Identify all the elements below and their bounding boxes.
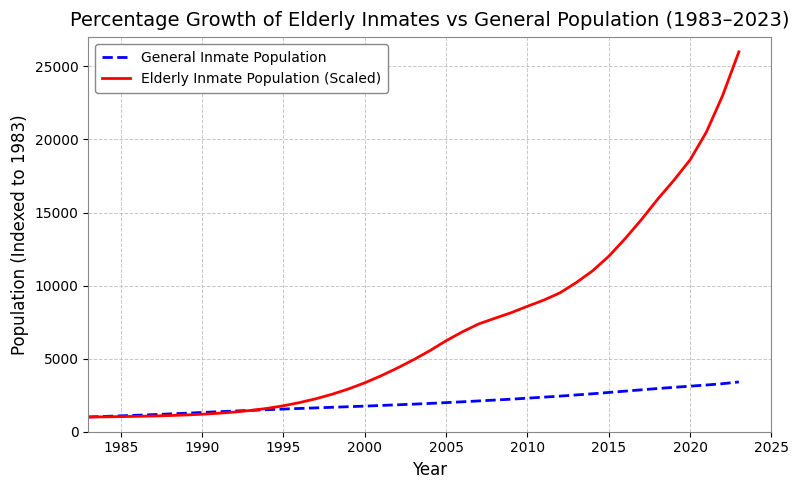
- Elderly Inmate Population (Scaled): [571, 280, 581, 286]
- Elderly Inmate Population (Scaled): [539, 297, 549, 303]
- General Inmate Population: [311, 405, 321, 411]
- Title: Percentage Growth of Elderly Inmates vs General Population (1983–2023): Percentage Growth of Elderly Inmates vs …: [70, 11, 790, 30]
- General Inmate Population: [132, 412, 142, 418]
- Elderly Inmate Population (Scaled): [83, 414, 93, 420]
- General Inmate Population: [522, 395, 532, 401]
- General Inmate Population: [653, 386, 662, 392]
- General Inmate Population: [555, 393, 565, 399]
- Legend: General Inmate Population, Elderly Inmate Population (Scaled): General Inmate Population, Elderly Inmat…: [95, 44, 388, 93]
- General Inmate Population: [360, 403, 370, 409]
- General Inmate Population: [620, 388, 630, 394]
- General Inmate Population: [327, 404, 337, 410]
- Elderly Inmate Population (Scaled): [474, 321, 483, 327]
- Elderly Inmate Population (Scaled): [522, 303, 532, 309]
- Elderly Inmate Population (Scaled): [100, 414, 110, 420]
- Elderly Inmate Population (Scaled): [132, 414, 142, 419]
- Elderly Inmate Population (Scaled): [506, 310, 516, 316]
- General Inmate Population: [442, 400, 451, 406]
- Elderly Inmate Population (Scaled): [686, 157, 695, 163]
- Elderly Inmate Population (Scaled): [149, 413, 158, 419]
- Elderly Inmate Population (Scaled): [555, 290, 565, 296]
- Elderly Inmate Population (Scaled): [262, 405, 272, 411]
- Elderly Inmate Population (Scaled): [360, 380, 370, 386]
- General Inmate Population: [165, 411, 174, 417]
- Elderly Inmate Population (Scaled): [669, 177, 678, 183]
- General Inmate Population: [458, 399, 467, 405]
- Elderly Inmate Population (Scaled): [425, 348, 434, 354]
- Line: General Inmate Population: General Inmate Population: [88, 382, 739, 417]
- General Inmate Population: [718, 381, 727, 387]
- General Inmate Population: [734, 379, 744, 385]
- Elderly Inmate Population (Scaled): [181, 412, 190, 418]
- X-axis label: Year: Year: [412, 461, 447, 479]
- General Inmate Population: [571, 392, 581, 398]
- Elderly Inmate Population (Scaled): [409, 357, 418, 363]
- General Inmate Population: [376, 402, 386, 408]
- General Inmate Population: [702, 382, 711, 388]
- General Inmate Population: [116, 413, 126, 419]
- General Inmate Population: [506, 396, 516, 402]
- Elderly Inmate Population (Scaled): [376, 373, 386, 379]
- General Inmate Population: [149, 412, 158, 417]
- General Inmate Population: [262, 407, 272, 413]
- General Inmate Population: [669, 385, 678, 391]
- Elderly Inmate Population (Scaled): [604, 253, 614, 259]
- General Inmate Population: [637, 387, 646, 393]
- General Inmate Population: [230, 408, 239, 414]
- Elderly Inmate Population (Scaled): [327, 392, 337, 397]
- Elderly Inmate Population (Scaled): [295, 400, 305, 406]
- General Inmate Population: [474, 398, 483, 404]
- General Inmate Population: [393, 402, 402, 408]
- Elderly Inmate Population (Scaled): [393, 365, 402, 371]
- General Inmate Population: [490, 397, 500, 403]
- Elderly Inmate Population (Scaled): [637, 217, 646, 223]
- Elderly Inmate Population (Scaled): [620, 236, 630, 242]
- Elderly Inmate Population (Scaled): [230, 409, 239, 415]
- General Inmate Population: [344, 404, 354, 410]
- General Inmate Population: [604, 390, 614, 395]
- General Inmate Population: [588, 391, 598, 397]
- Elderly Inmate Population (Scaled): [198, 411, 207, 417]
- Elderly Inmate Population (Scaled): [214, 410, 223, 416]
- General Inmate Population: [83, 414, 93, 420]
- General Inmate Population: [214, 409, 223, 415]
- Elderly Inmate Population (Scaled): [653, 196, 662, 202]
- General Inmate Population: [198, 410, 207, 416]
- Elderly Inmate Population (Scaled): [458, 329, 467, 335]
- General Inmate Population: [425, 400, 434, 406]
- Elderly Inmate Population (Scaled): [165, 413, 174, 418]
- General Inmate Population: [278, 406, 288, 412]
- Elderly Inmate Population (Scaled): [442, 338, 451, 343]
- General Inmate Population: [539, 394, 549, 400]
- Elderly Inmate Population (Scaled): [490, 316, 500, 321]
- Elderly Inmate Population (Scaled): [588, 268, 598, 274]
- General Inmate Population: [181, 410, 190, 416]
- Elderly Inmate Population (Scaled): [116, 414, 126, 419]
- General Inmate Population: [100, 414, 110, 419]
- Y-axis label: Population (Indexed to 1983): Population (Indexed to 1983): [11, 114, 29, 355]
- Elderly Inmate Population (Scaled): [278, 403, 288, 409]
- Elderly Inmate Population (Scaled): [718, 93, 727, 98]
- Elderly Inmate Population (Scaled): [311, 396, 321, 402]
- General Inmate Population: [246, 407, 256, 413]
- General Inmate Population: [295, 406, 305, 412]
- General Inmate Population: [409, 401, 418, 407]
- Line: Elderly Inmate Population (Scaled): Elderly Inmate Population (Scaled): [88, 52, 739, 417]
- Elderly Inmate Population (Scaled): [734, 49, 744, 55]
- Elderly Inmate Population (Scaled): [344, 386, 354, 392]
- Elderly Inmate Population (Scaled): [702, 129, 711, 135]
- General Inmate Population: [686, 383, 695, 389]
- Elderly Inmate Population (Scaled): [246, 408, 256, 414]
